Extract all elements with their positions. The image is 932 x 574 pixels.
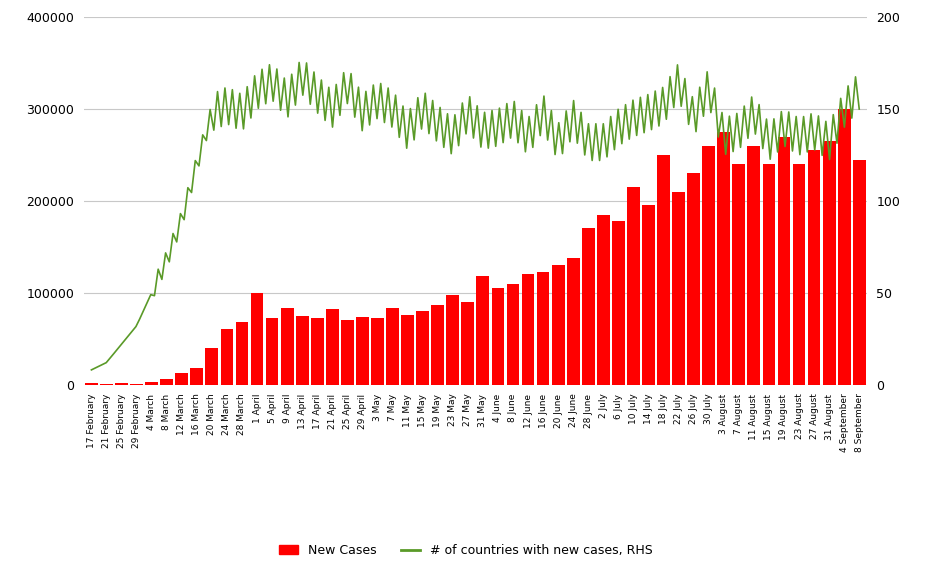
Bar [175,373,188,385]
Bar [190,368,203,385]
Bar [116,383,128,385]
Bar [491,288,504,385]
Bar [461,302,474,385]
Bar [657,155,670,385]
Bar [446,294,459,385]
Bar [567,258,580,385]
Bar [853,160,866,385]
Bar [703,146,715,385]
Bar [160,379,173,385]
Bar [838,109,851,385]
Bar [687,173,700,385]
Bar [522,274,534,385]
Bar [537,272,550,385]
Bar [251,293,264,385]
Bar [777,137,790,385]
Bar [552,265,565,385]
Bar [808,150,820,385]
Bar [371,319,384,385]
Bar [85,383,98,385]
Bar [718,132,730,385]
Bar [356,317,369,385]
Bar [432,305,444,385]
Bar [236,322,248,385]
Bar [266,319,279,385]
Bar [672,192,685,385]
Bar [507,284,519,385]
Bar [221,329,233,385]
Bar [823,141,835,385]
Bar [792,164,805,385]
Bar [130,383,143,385]
Bar [596,215,610,385]
Legend: New Cases, # of countries with new cases, RHS: New Cases, # of countries with new cases… [274,539,658,562]
Bar [417,311,429,385]
Bar [341,320,354,385]
Bar [762,164,775,385]
Bar [582,228,595,385]
Bar [747,146,761,385]
Bar [642,205,655,385]
Bar [205,348,218,385]
Bar [281,308,294,385]
Bar [326,309,338,385]
Bar [100,384,113,385]
Bar [612,221,624,385]
Bar [295,316,308,385]
Bar [627,187,639,385]
Bar [401,315,414,385]
Bar [733,164,746,385]
Bar [311,319,323,385]
Bar [145,382,158,385]
Bar [476,276,489,385]
Bar [386,308,399,385]
